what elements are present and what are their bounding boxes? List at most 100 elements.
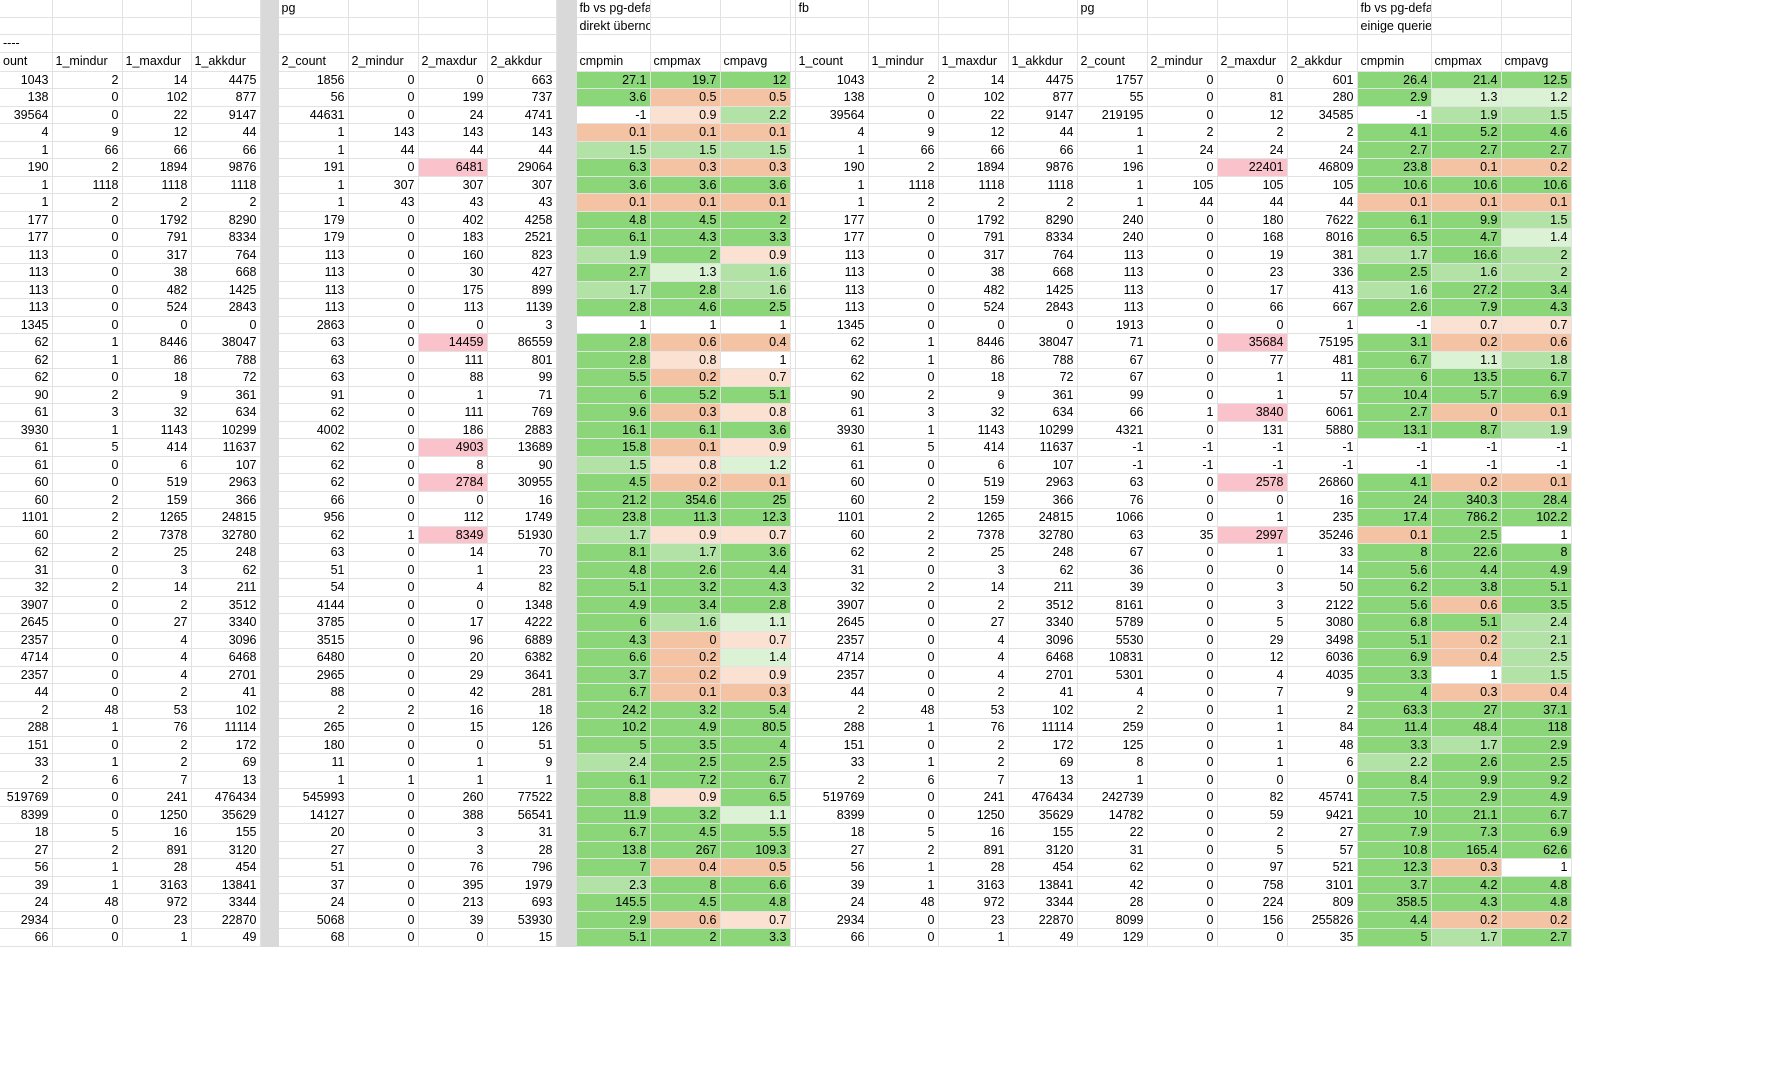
cell[interactable]: 143	[487, 123, 557, 142]
cell[interactable]: 476434	[1008, 788, 1078, 807]
cell[interactable]: 183	[418, 228, 488, 247]
cell[interactable]: 86	[938, 351, 1009, 369]
cell[interactable]: 4.5	[650, 211, 721, 229]
cell[interactable]: 6.5	[720, 788, 791, 807]
cell[interactable]: 1143	[122, 421, 192, 439]
cell[interactable]: 4	[418, 578, 488, 597]
cell[interactable]: 1143	[938, 421, 1009, 439]
cell[interactable]: 1.3	[1431, 88, 1502, 107]
cell[interactable]: 11114	[191, 718, 261, 737]
cell[interactable]: 109.3	[720, 841, 791, 859]
cell[interactable]: 0	[348, 246, 419, 264]
cell[interactable]: 4222	[487, 613, 557, 632]
cell[interactable]: 62	[0, 351, 53, 369]
cell[interactable]: 4.8	[576, 211, 651, 229]
cell[interactable]	[1008, 17, 1078, 35]
cell[interactable]: 3.8	[1431, 578, 1502, 597]
cell[interactable]: 7	[576, 858, 651, 877]
cell[interactable]: 43	[348, 193, 419, 212]
cell[interactable]: 27	[938, 613, 1009, 632]
cell[interactable]: 0.4	[1431, 648, 1502, 667]
cell[interactable]: 366	[191, 491, 261, 509]
cell[interactable]: 9876	[191, 158, 261, 177]
cell[interactable]: 4	[938, 631, 1009, 649]
cell[interactable]: 240	[1077, 211, 1148, 229]
cell[interactable]: 0	[52, 88, 123, 107]
cell[interactable]	[650, 34, 721, 53]
cell[interactable]: 24	[418, 106, 488, 124]
cell[interactable]: 62	[278, 473, 349, 492]
cell[interactable]: 26860	[1287, 473, 1358, 492]
cell[interactable]: 1.1	[720, 806, 791, 824]
cell[interactable]: 113	[1077, 246, 1148, 264]
cell[interactable]: 0.2	[650, 473, 721, 492]
cell[interactable]: 0	[1217, 71, 1288, 89]
cell[interactable]: 23	[122, 911, 192, 929]
cell[interactable]: 4741	[487, 106, 557, 124]
cell[interactable]	[1287, 17, 1358, 35]
cell[interactable]: 138	[0, 88, 53, 107]
cell[interactable]: 0.1	[1357, 193, 1432, 212]
cell[interactable]: 37.1	[1501, 701, 1572, 719]
cell[interactable]: 2.5	[720, 753, 791, 772]
cell[interactable]: 0.1	[650, 683, 721, 702]
cell[interactable]: -1	[1147, 456, 1218, 474]
cell[interactable]: 0	[868, 228, 939, 247]
cell[interactable]: 1043	[795, 71, 869, 89]
cell[interactable]: 2.5	[1431, 526, 1502, 544]
cell[interactable]: 454	[1008, 858, 1078, 877]
cell[interactable]: 4.4	[1357, 911, 1432, 929]
cell[interactable]: 168	[1217, 228, 1288, 247]
cell[interactable]: 3120	[1008, 841, 1078, 859]
cell[interactable]: 143	[348, 123, 419, 142]
cell[interactable]: 12	[720, 71, 791, 89]
cell[interactable]	[348, 17, 419, 35]
column-header[interactable]: ount	[0, 52, 53, 72]
cell[interactable]: 62	[795, 543, 869, 562]
cell[interactable]: 3.2	[650, 806, 721, 824]
cell[interactable]: 67	[1077, 543, 1148, 562]
cell[interactable]: 240	[1077, 228, 1148, 247]
cell[interactable]: 4.3	[1501, 298, 1572, 317]
cell[interactable]: 6.7	[720, 771, 791, 789]
cell[interactable]: 1.7	[1357, 246, 1432, 264]
cell[interactable]: 0	[1147, 631, 1218, 649]
cell[interactable]: 4321	[1077, 421, 1148, 439]
cell[interactable]: 24	[1287, 141, 1358, 159]
cell[interactable]: 10.2	[576, 718, 651, 737]
cell[interactable]	[795, 17, 869, 35]
cell[interactable]: 2	[795, 771, 869, 789]
cell[interactable]: 1	[52, 718, 123, 737]
cell[interactable]: 788	[191, 351, 261, 369]
cell[interactable]: 1	[1217, 543, 1288, 562]
cell[interactable]: 8446	[938, 333, 1009, 352]
cell[interactable]: 82	[1217, 788, 1288, 807]
cell[interactable]: 668	[1008, 263, 1078, 282]
cell[interactable]: 0	[348, 228, 419, 247]
cell[interactable]: 2.8	[720, 596, 791, 614]
cell[interactable]: 4	[1077, 683, 1148, 702]
cell[interactable]	[1217, 34, 1288, 53]
cell[interactable]: 0	[348, 71, 419, 89]
column-header[interactable]: 1_akkdur	[191, 52, 261, 72]
cell[interactable]: 1	[1147, 403, 1218, 422]
cell[interactable]: 60	[795, 473, 869, 492]
cell[interactable]: 16	[122, 823, 192, 842]
cell[interactable]: 10.6	[1357, 176, 1432, 194]
cell[interactable]: 53	[122, 701, 192, 719]
cell[interactable]: 3	[1217, 596, 1288, 614]
cell[interactable]	[487, 0, 557, 18]
cell[interactable]: 4.3	[650, 228, 721, 247]
cell[interactable]: 10299	[191, 421, 261, 439]
cell[interactable]: 4903	[418, 438, 488, 457]
column-header[interactable]: 1_maxdur	[938, 52, 1009, 72]
cell[interactable]: 0	[868, 806, 939, 824]
cell[interactable]: 241	[938, 788, 1009, 807]
cell[interactable]: 0.7	[720, 911, 791, 929]
cell[interactable]: 213	[418, 893, 488, 912]
cell[interactable]: 51930	[487, 526, 557, 544]
cell[interactable]: 8290	[1008, 211, 1078, 229]
cell[interactable]: 6.6	[576, 648, 651, 667]
cell[interactable]: 9147	[1008, 106, 1078, 124]
